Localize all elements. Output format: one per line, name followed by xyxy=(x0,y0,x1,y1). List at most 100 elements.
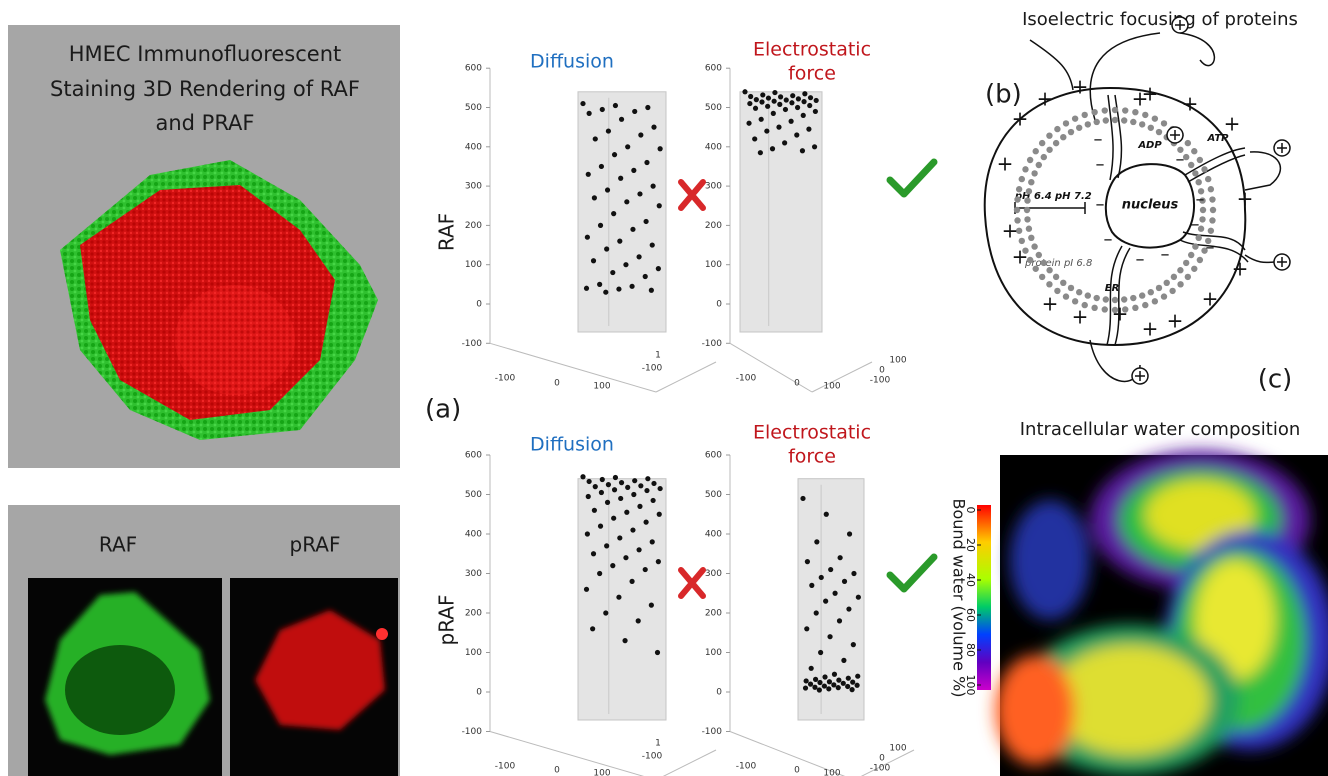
protein-dot xyxy=(1019,238,1025,244)
data-point xyxy=(629,284,634,289)
data-point xyxy=(604,246,609,251)
data-point xyxy=(832,591,837,596)
data-point xyxy=(611,516,616,521)
protein-dot xyxy=(1024,197,1030,203)
data-point xyxy=(809,666,814,671)
minus-sign: – xyxy=(1161,244,1170,265)
data-point xyxy=(855,674,860,679)
data-point xyxy=(586,172,591,177)
data-point xyxy=(624,199,629,204)
data-point xyxy=(644,520,649,525)
data-point xyxy=(584,286,589,291)
plus-sign: + xyxy=(1224,112,1241,136)
plot-title: force xyxy=(788,446,836,468)
protein-dot xyxy=(1142,302,1148,308)
data-point xyxy=(603,610,608,615)
data-point xyxy=(856,595,861,600)
data-point xyxy=(593,136,598,141)
data-point xyxy=(632,109,637,114)
data-point xyxy=(748,94,753,99)
data-point xyxy=(625,144,630,149)
praf-spot xyxy=(376,628,388,640)
data-point xyxy=(598,524,603,529)
data-point xyxy=(759,117,764,122)
check-mark xyxy=(890,557,934,589)
data-point xyxy=(606,128,611,133)
data-point xyxy=(828,567,833,572)
data-point xyxy=(789,100,794,105)
diagram-label: pH 7.2 xyxy=(1054,191,1092,202)
data-point xyxy=(590,626,595,631)
y-tick-label: -100 xyxy=(462,727,483,737)
data-point xyxy=(764,128,769,133)
data-point xyxy=(850,680,855,685)
data-point xyxy=(746,121,751,126)
data-point xyxy=(846,676,851,681)
y-tick-label: 0 xyxy=(716,688,722,698)
data-point xyxy=(822,674,827,679)
y-tick-label: 300 xyxy=(465,182,482,192)
protein-dot xyxy=(1197,157,1203,163)
data-point xyxy=(823,599,828,604)
protein-dot xyxy=(1148,289,1154,295)
data-point xyxy=(630,527,635,532)
panel-title: Intracellular water composition xyxy=(1020,419,1301,440)
y-tick-label: 500 xyxy=(465,490,482,500)
protein-dot xyxy=(1195,179,1201,185)
cross-mark xyxy=(681,570,703,596)
protein-dot xyxy=(1068,285,1074,291)
data-point xyxy=(836,678,841,683)
data-point xyxy=(651,481,656,486)
colorbar-tick-label: 20 xyxy=(964,538,977,552)
plus-sign: + xyxy=(1237,187,1254,211)
data-point xyxy=(826,686,831,691)
diagram-label: ADP xyxy=(1137,140,1162,151)
protein-dot xyxy=(1205,176,1211,182)
scatter-plot: Electrostaticforce6005004003002001000-10… xyxy=(702,422,934,776)
data-point xyxy=(618,496,623,501)
protein-dot xyxy=(1132,305,1138,311)
panel-label: (c) xyxy=(1258,365,1293,395)
data-point xyxy=(772,99,777,104)
y-tick-label: 600 xyxy=(705,64,722,74)
minus-sign: – xyxy=(1096,154,1105,175)
data-point xyxy=(838,555,843,560)
data-point xyxy=(656,559,661,564)
colorbar-tick-label: 80 xyxy=(964,643,977,657)
data-point xyxy=(658,146,663,151)
protein-dot xyxy=(1024,216,1030,222)
y-tick-label: 100 xyxy=(705,260,722,270)
diagram-label: nucleus xyxy=(1122,198,1179,213)
x-tick-label: -100 xyxy=(495,374,516,384)
minus-sign: – xyxy=(1094,129,1103,150)
data-point xyxy=(610,270,615,275)
protein-dot xyxy=(1156,285,1162,291)
data-point xyxy=(617,239,622,244)
protein-dot xyxy=(1201,166,1207,172)
protein-dot xyxy=(1161,120,1167,126)
y-tick-label: 400 xyxy=(465,142,482,152)
protein-dot xyxy=(1046,267,1052,273)
protein-dot xyxy=(1094,295,1100,301)
plus-sign: + xyxy=(1042,292,1059,316)
data-point xyxy=(801,99,806,104)
data-point xyxy=(613,475,618,480)
data-point xyxy=(782,140,787,145)
data-point xyxy=(587,111,592,116)
y-tick-label: -100 xyxy=(702,339,723,349)
protein-dot xyxy=(1019,176,1025,182)
protein-dot xyxy=(1026,188,1032,194)
protein-dot xyxy=(1185,140,1191,146)
data-point xyxy=(638,132,643,137)
scatter-panels: (a) RAF pRAF Diffusion600500400300200100… xyxy=(425,39,934,776)
protein-dot xyxy=(1028,235,1034,241)
data-point xyxy=(591,551,596,556)
data-point xyxy=(845,684,850,689)
y-tick-label: 200 xyxy=(465,221,482,231)
data-point xyxy=(847,531,852,536)
data-point xyxy=(643,274,648,279)
data-point xyxy=(747,101,752,106)
minus-sign: – xyxy=(1206,237,1215,258)
z-tick-label: 100 xyxy=(889,744,906,754)
protein-dot xyxy=(1046,281,1052,287)
